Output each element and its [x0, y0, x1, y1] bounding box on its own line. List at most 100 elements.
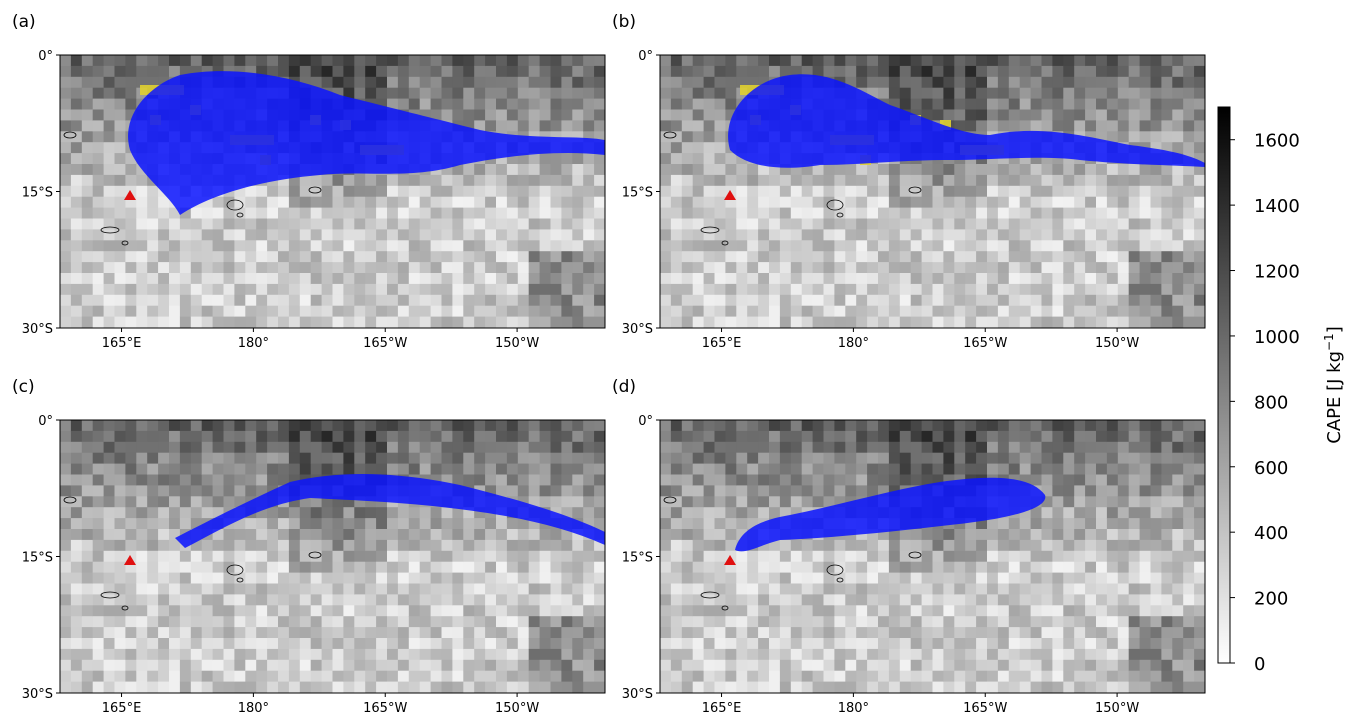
cape-cell [463, 77, 474, 88]
cape-cell [387, 584, 398, 595]
cape-cell [976, 464, 987, 475]
cape-cell [682, 507, 693, 518]
cape-cell [463, 540, 474, 551]
cape-cell [780, 420, 791, 431]
cape-cell [1107, 306, 1118, 317]
cape-cell [1118, 120, 1129, 131]
cape-cell [758, 262, 769, 273]
cape-cell [856, 485, 867, 496]
cape-cell [1052, 464, 1063, 475]
cape-cell [725, 464, 736, 475]
cape-cell [922, 240, 933, 251]
cape-cell [147, 208, 158, 219]
cape-cell [736, 573, 747, 584]
cape-cell [682, 99, 693, 110]
cape-cell [1161, 88, 1172, 99]
cape-cell [376, 55, 387, 66]
cape-cell [834, 186, 845, 197]
cape-cell [780, 594, 791, 605]
cape-cell [998, 551, 1009, 562]
cape-cell [780, 682, 791, 693]
cape-cell [1172, 306, 1183, 317]
cape-cell [322, 306, 333, 317]
cape-cell [1107, 240, 1118, 251]
cape-cell [1009, 540, 1020, 551]
cape-cell [834, 649, 845, 660]
cape-cell [442, 229, 453, 240]
cape-cell [93, 120, 104, 131]
cape-cell [704, 496, 715, 507]
cape-cell [1096, 186, 1107, 197]
cape-cell [71, 442, 82, 453]
cape-cell [965, 453, 976, 464]
cape-cell [354, 638, 365, 649]
cape-cell [878, 551, 889, 562]
cape-cell [474, 529, 485, 540]
cape-cell [311, 584, 322, 595]
cape-cell [802, 229, 813, 240]
cape-cell [791, 219, 802, 230]
cape-cell [1042, 671, 1053, 682]
cape-cell [704, 562, 715, 573]
cape-cell [104, 518, 115, 529]
cape-cell [824, 431, 835, 442]
cape-cell [158, 66, 169, 77]
cape-cell [82, 262, 93, 273]
cape-cell [660, 453, 671, 464]
cape-cell [878, 66, 889, 77]
cape-cell [725, 682, 736, 693]
cape-cell [1074, 485, 1085, 496]
cape-cell [387, 540, 398, 551]
cape-cell [354, 507, 365, 518]
cape-cell [82, 175, 93, 186]
cape-cell [1118, 638, 1129, 649]
cape-cell [594, 306, 605, 317]
cape-cell [594, 638, 605, 649]
cape-cell [987, 219, 998, 230]
cape-cell [791, 627, 802, 638]
cape-cell [682, 496, 693, 507]
cape-cell [82, 153, 93, 164]
cape-cell [965, 420, 976, 431]
cape-cell [747, 605, 758, 616]
label-part: CAPE [J kg [1324, 351, 1345, 444]
cape-cell [485, 99, 496, 110]
cape-cell [682, 164, 693, 175]
cape-cell [943, 671, 954, 682]
cape-cell [867, 420, 878, 431]
cape-cell [911, 317, 922, 328]
cape-cell [311, 464, 322, 475]
cape-cell [802, 240, 813, 251]
cape-cell [583, 251, 594, 262]
cape-cell [452, 431, 463, 442]
cape-cell [1074, 306, 1085, 317]
cape-cell [507, 616, 518, 627]
cape-cell [234, 317, 245, 328]
cape-cell [104, 475, 115, 486]
cape-cell [147, 507, 158, 518]
cape-cell [93, 317, 104, 328]
cape-cell [834, 627, 845, 638]
cape-cell [998, 616, 1009, 627]
cape-cell [191, 682, 202, 693]
cape-cell [1042, 431, 1053, 442]
cape-cell [474, 594, 485, 605]
cape-cell [409, 660, 420, 671]
cape-cell [813, 464, 824, 475]
cape-cell [998, 594, 1009, 605]
cape-cell [856, 77, 867, 88]
cape-cell [693, 153, 704, 164]
cape-cell [922, 594, 933, 605]
cape-cell [583, 295, 594, 306]
cape-cell [1096, 616, 1107, 627]
cape-cell [507, 420, 518, 431]
cape-cell [1085, 317, 1096, 328]
cape-cell [518, 540, 529, 551]
cape-cell [693, 594, 704, 605]
cape-cell [1172, 295, 1183, 306]
cape-cell [1085, 562, 1096, 573]
cape-cell [583, 153, 594, 164]
cape-cell [561, 562, 572, 573]
cape-cell [463, 420, 474, 431]
cape-cell [71, 142, 82, 153]
